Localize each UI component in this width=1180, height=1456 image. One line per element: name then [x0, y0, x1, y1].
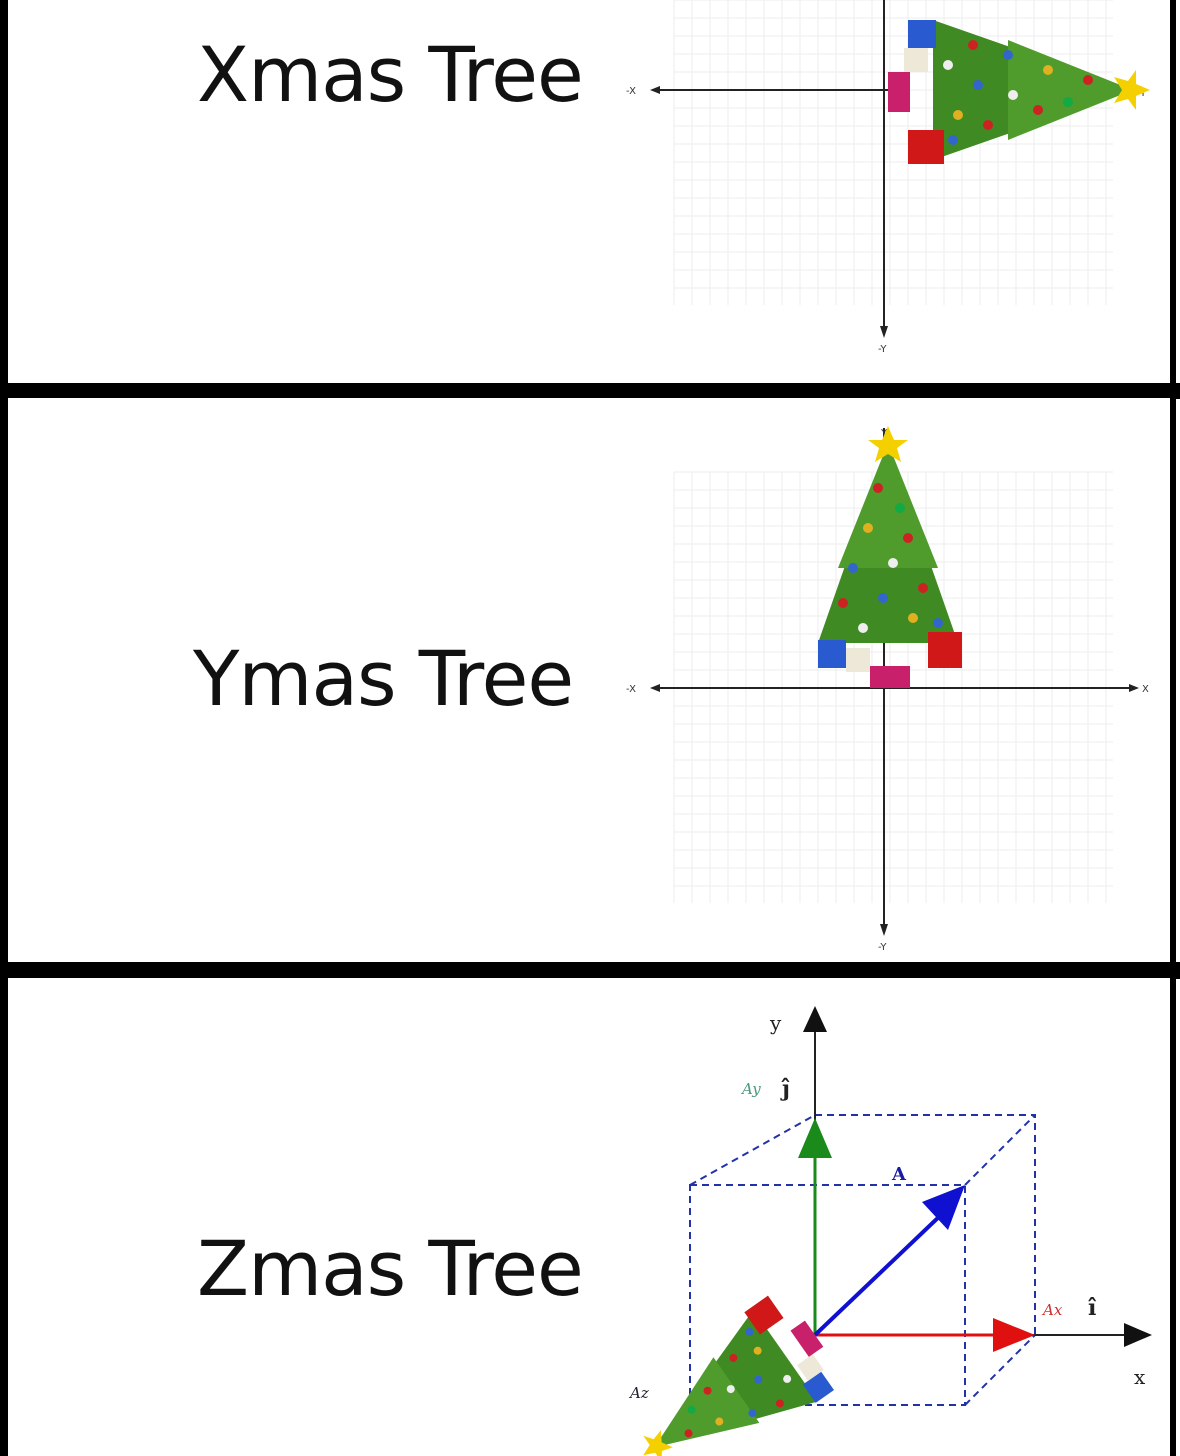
upright-tree-icon [818, 426, 962, 688]
axis-label-x: X [1142, 684, 1149, 695]
ornament [948, 135, 958, 145]
ornament [848, 563, 858, 573]
ornament [1003, 50, 1013, 60]
label-ax: Ax [1041, 1301, 1063, 1319]
vector-a-arrowhead-icon [922, 1185, 965, 1230]
label-j-hat: ĵ [780, 1076, 790, 1102]
label-a: A [891, 1164, 907, 1185]
axis-label-neg-y: -Y [878, 942, 887, 953]
panel-ymas: Ymas Tree -X X Y -Y [0, 398, 1176, 964]
ornament [703, 1386, 712, 1395]
axis-label-neg-x: -X [626, 684, 636, 695]
ornament [729, 1353, 738, 1362]
ornament [687, 1405, 696, 1414]
x-axis-arrow-icon [650, 684, 660, 692]
axis-label-neg-x: -X [626, 86, 636, 97]
sideways-tree-icon [888, 20, 1150, 164]
ornament [1008, 90, 1018, 100]
ymas-graph: -X X Y -Y [626, 426, 1149, 953]
x-axis-arrow-icon [1129, 684, 1139, 692]
y-axis-arrow-icon [880, 924, 888, 936]
ornament [918, 583, 928, 593]
label-ay: Ay [740, 1080, 761, 1098]
xmas-graph: -X -Y Y [626, 0, 1150, 355]
panel-title: Zmas Tree [197, 1224, 584, 1313]
ornament [858, 623, 868, 633]
panel-xmas: Xmas Tree -X -Y Y [0, 0, 1176, 384]
ornament [783, 1374, 792, 1383]
ornament [726, 1385, 735, 1394]
x-axis-arrow-icon [1124, 1323, 1152, 1347]
ornament [1033, 105, 1043, 115]
ornament [973, 80, 983, 90]
ornament [1063, 97, 1073, 107]
ornament [933, 618, 943, 628]
vector-a [813, 1211, 945, 1337]
label-i-hat: î [1088, 1295, 1097, 1321]
divider [0, 383, 1180, 399]
vector-ax-arrowhead-icon [993, 1318, 1035, 1352]
ornament [873, 483, 883, 493]
ornament [903, 533, 913, 543]
ornament [968, 40, 978, 50]
axis-label-y: Y [880, 428, 888, 439]
ornament [748, 1408, 757, 1417]
ornament [838, 598, 848, 608]
zmas-vector-diagram: y x Ay ĵ A Ax î Az [628, 1006, 1152, 1456]
ornament [878, 593, 888, 603]
axis-label-x: x [1134, 1365, 1146, 1389]
grid [673, 0, 1113, 305]
x-axis-arrow-icon [650, 86, 660, 94]
ornament [1083, 75, 1093, 85]
ornament [983, 120, 993, 130]
label-az: Az [628, 1384, 649, 1402]
ornament [753, 1346, 762, 1355]
y-axis-arrow-icon [803, 1006, 827, 1032]
z-axis-tree-icon [643, 1295, 835, 1456]
axis-label-y: Y [1139, 88, 1147, 99]
ornament [754, 1375, 763, 1384]
ornament [775, 1399, 784, 1408]
divider [0, 962, 1180, 979]
ornament [684, 1429, 693, 1438]
ornament [1043, 65, 1053, 75]
ornament [895, 503, 905, 513]
ornament [953, 110, 963, 120]
vector-ay-arrowhead-icon [798, 1118, 832, 1158]
axis-label-neg-y: -Y [878, 344, 887, 355]
ornament [943, 60, 953, 70]
panel-title: Xmas Tree [197, 30, 584, 119]
ornament [715, 1417, 724, 1426]
ornament [745, 1328, 754, 1337]
panel-zmas: Zmas Tree y x Ay ĵ A Ax î Az [0, 978, 1176, 1456]
panel-title: Ymas Tree [193, 634, 574, 723]
y-axis-arrow-icon [880, 326, 888, 338]
ornament [888, 558, 898, 568]
ornament [863, 523, 873, 533]
dashed-box [689, 1114, 1036, 1406]
ornament [908, 613, 918, 623]
axis-label-y: y [769, 1011, 782, 1035]
